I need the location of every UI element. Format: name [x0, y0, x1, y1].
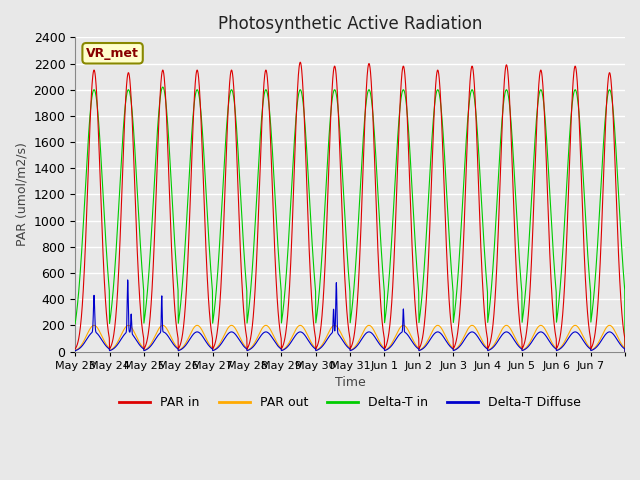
X-axis label: Time: Time: [335, 376, 365, 389]
Title: Photosynthetic Active Radiation: Photosynthetic Active Radiation: [218, 15, 483, 33]
Y-axis label: PAR (umol/m2/s): PAR (umol/m2/s): [15, 143, 28, 246]
Text: VR_met: VR_met: [86, 47, 139, 60]
Legend: PAR in, PAR out, Delta-T in, Delta-T Diffuse: PAR in, PAR out, Delta-T in, Delta-T Dif…: [114, 391, 586, 414]
